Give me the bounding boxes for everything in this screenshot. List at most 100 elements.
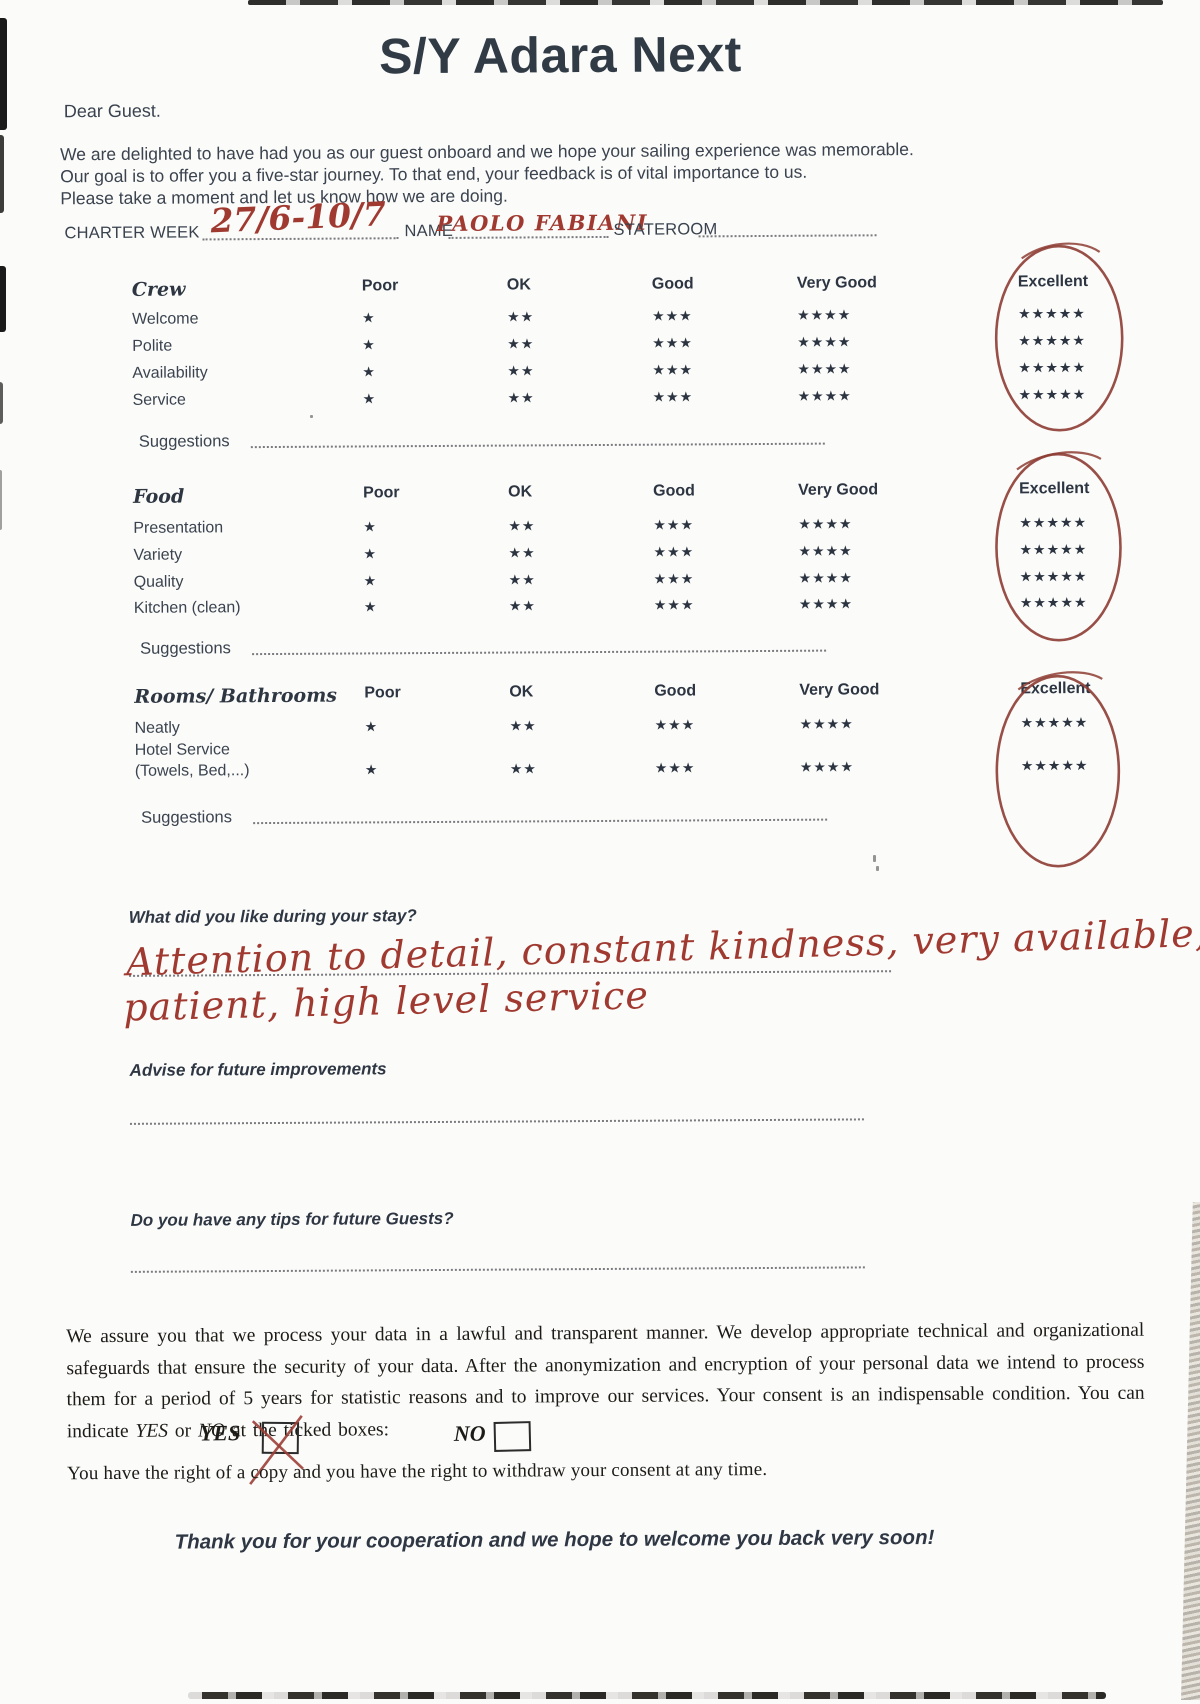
rating-stars-3: ★★★: [653, 570, 695, 587]
rating-stars-2: ★★: [509, 760, 537, 777]
suggestions-field: [252, 649, 827, 656]
rating-stars-2: ★★: [507, 362, 535, 379]
rating-stars-1: ★: [363, 518, 377, 535]
rating-stars-4: ★★★★: [798, 542, 853, 559]
rating-stars-4: ★★★★: [798, 569, 853, 586]
rating-stars-2: ★★: [507, 389, 535, 406]
column-header: Poor: [363, 484, 400, 502]
scan-speck: [876, 866, 879, 871]
column-header: OK: [506, 276, 531, 294]
rating-stars-5: ★★★★★: [1020, 714, 1089, 731]
section-title-crew: Crew: [131, 278, 186, 301]
rating-stars-5: ★★★★★: [1020, 757, 1089, 774]
intro-paragraph: We are delighted to have had you as our …: [60, 138, 914, 209]
rating-stars-5: ★★★★★: [1019, 514, 1088, 531]
section-title-food: Food: [133, 485, 185, 508]
rating-stars-5: ★★★★★: [1018, 386, 1087, 403]
rating-stars-5: ★★★★★: [1018, 332, 1087, 349]
yes-label: YES: [199, 1420, 241, 1446]
question-tips: Do you have any tips for future Guests?: [130, 1208, 454, 1230]
row-label: Availability: [132, 364, 208, 382]
rating-stars-3: ★★★: [653, 596, 695, 613]
thanks-line: Thank you for your cooperation and we ho…: [174, 1525, 935, 1554]
row-label: Polite: [132, 337, 173, 355]
rating-stars-4: ★★★★: [797, 360, 852, 377]
rating-stars-1: ★: [362, 363, 376, 380]
privacy-or-word: or: [167, 1419, 199, 1442]
rating-stars-5: ★★★★★: [1019, 568, 1088, 585]
rating-stars-5: ★★★★★: [1017, 305, 1086, 322]
suggestions-label: Suggestions: [138, 432, 230, 451]
rating-stars-3: ★★★: [652, 388, 694, 405]
tips-answer-field: [130, 1266, 865, 1273]
food-rating-table: Food Poor OK Good Very Good Excellent Pr…: [133, 480, 1134, 626]
rating-stars-3: ★★★: [652, 334, 693, 351]
scan-mark-left: [0, 382, 3, 424]
rating-stars-4: ★★★★: [797, 333, 852, 350]
privacy-yes-word: YES: [135, 1420, 169, 1442]
row-label: Hotel Service: [134, 741, 230, 759]
suggestions-field: [253, 818, 828, 825]
rating-stars-2: ★★: [507, 335, 535, 352]
rating-stars-1: ★: [364, 761, 379, 778]
section-title-rooms: Rooms/ Bathrooms: [134, 684, 338, 708]
stateroom-field: [698, 234, 877, 238]
rating-stars-4: ★★★★: [798, 595, 854, 612]
column-header: Excellent: [1019, 480, 1090, 498]
rating-stars-3: ★★★: [654, 716, 696, 733]
greeting: Dear Guest.: [63, 100, 161, 122]
rating-stars-2: ★★: [506, 308, 535, 325]
rating-stars-4: ★★★★: [797, 387, 852, 404]
name-field: [448, 235, 609, 239]
intro-line: Please take a moment and let us know how…: [60, 185, 508, 209]
row-label: Service: [132, 391, 186, 409]
column-header: OK: [509, 683, 534, 701]
column-header: Excellent: [1020, 680, 1091, 698]
rating-stars-4: ★★★★: [798, 515, 853, 532]
no-label: NO: [453, 1420, 486, 1446]
rating-stars-4: ★★★★: [799, 758, 855, 775]
rating-stars-1: ★: [362, 390, 377, 407]
column-header: Poor: [361, 277, 399, 295]
suggestions-label: Suggestions: [140, 639, 231, 658]
rating-stars-1: ★: [363, 598, 378, 615]
column-header: Good: [654, 682, 697, 700]
rating-stars-1: ★: [361, 309, 376, 326]
rating-stars-1: ★: [363, 572, 378, 589]
row-label: Kitchen (clean): [133, 599, 241, 617]
rights-line: You have the right of a copy and you hav…: [67, 1458, 768, 1485]
scan-speck: [873, 855, 876, 862]
scan-edge-top: [248, 0, 1163, 5]
rating-stars-1: ★: [363, 545, 378, 562]
rating-stars-3: ★★★: [651, 307, 693, 324]
column-header: Very Good: [798, 481, 879, 499]
column-header: Poor: [364, 684, 401, 702]
rating-stars-5: ★★★★★: [1018, 359, 1087, 376]
rating-stars-2: ★★: [508, 517, 536, 534]
column-header: Good: [651, 275, 694, 293]
question-liked: What did you like during your stay?: [128, 906, 417, 927]
rating-stars-3: ★★★: [654, 759, 696, 776]
rating-stars-3: ★★★: [652, 361, 694, 378]
rating-stars-2: ★★: [508, 571, 536, 588]
rating-stars-2: ★★: [508, 597, 536, 614]
row-label: Quality: [133, 573, 184, 591]
question-advise: Advise for future improvements: [129, 1059, 387, 1080]
scan-mark-left: [0, 470, 2, 530]
rating-stars-5: ★★★★★: [1019, 541, 1088, 558]
yes-checkbox-cross-mark: [249, 1415, 304, 1485]
row-label: Neatly: [134, 719, 180, 737]
column-header: Good: [653, 482, 695, 500]
rating-stars-1: ★: [362, 336, 376, 353]
page-title: S/Y Adara Next: [378, 26, 742, 85]
charter-week-label: CHARTER WEEK: [64, 223, 200, 243]
scan-mark-left: [0, 18, 7, 130]
scan-mark-left: [0, 135, 4, 213]
rating-stars-3: ★★★: [653, 543, 695, 560]
row-label: Presentation: [133, 519, 224, 537]
row-label: Welcome: [132, 310, 199, 328]
scan-edge-bottom: [188, 1692, 1106, 1699]
no-checkbox: [493, 1421, 532, 1452]
column-header: Excellent: [1017, 273, 1089, 291]
